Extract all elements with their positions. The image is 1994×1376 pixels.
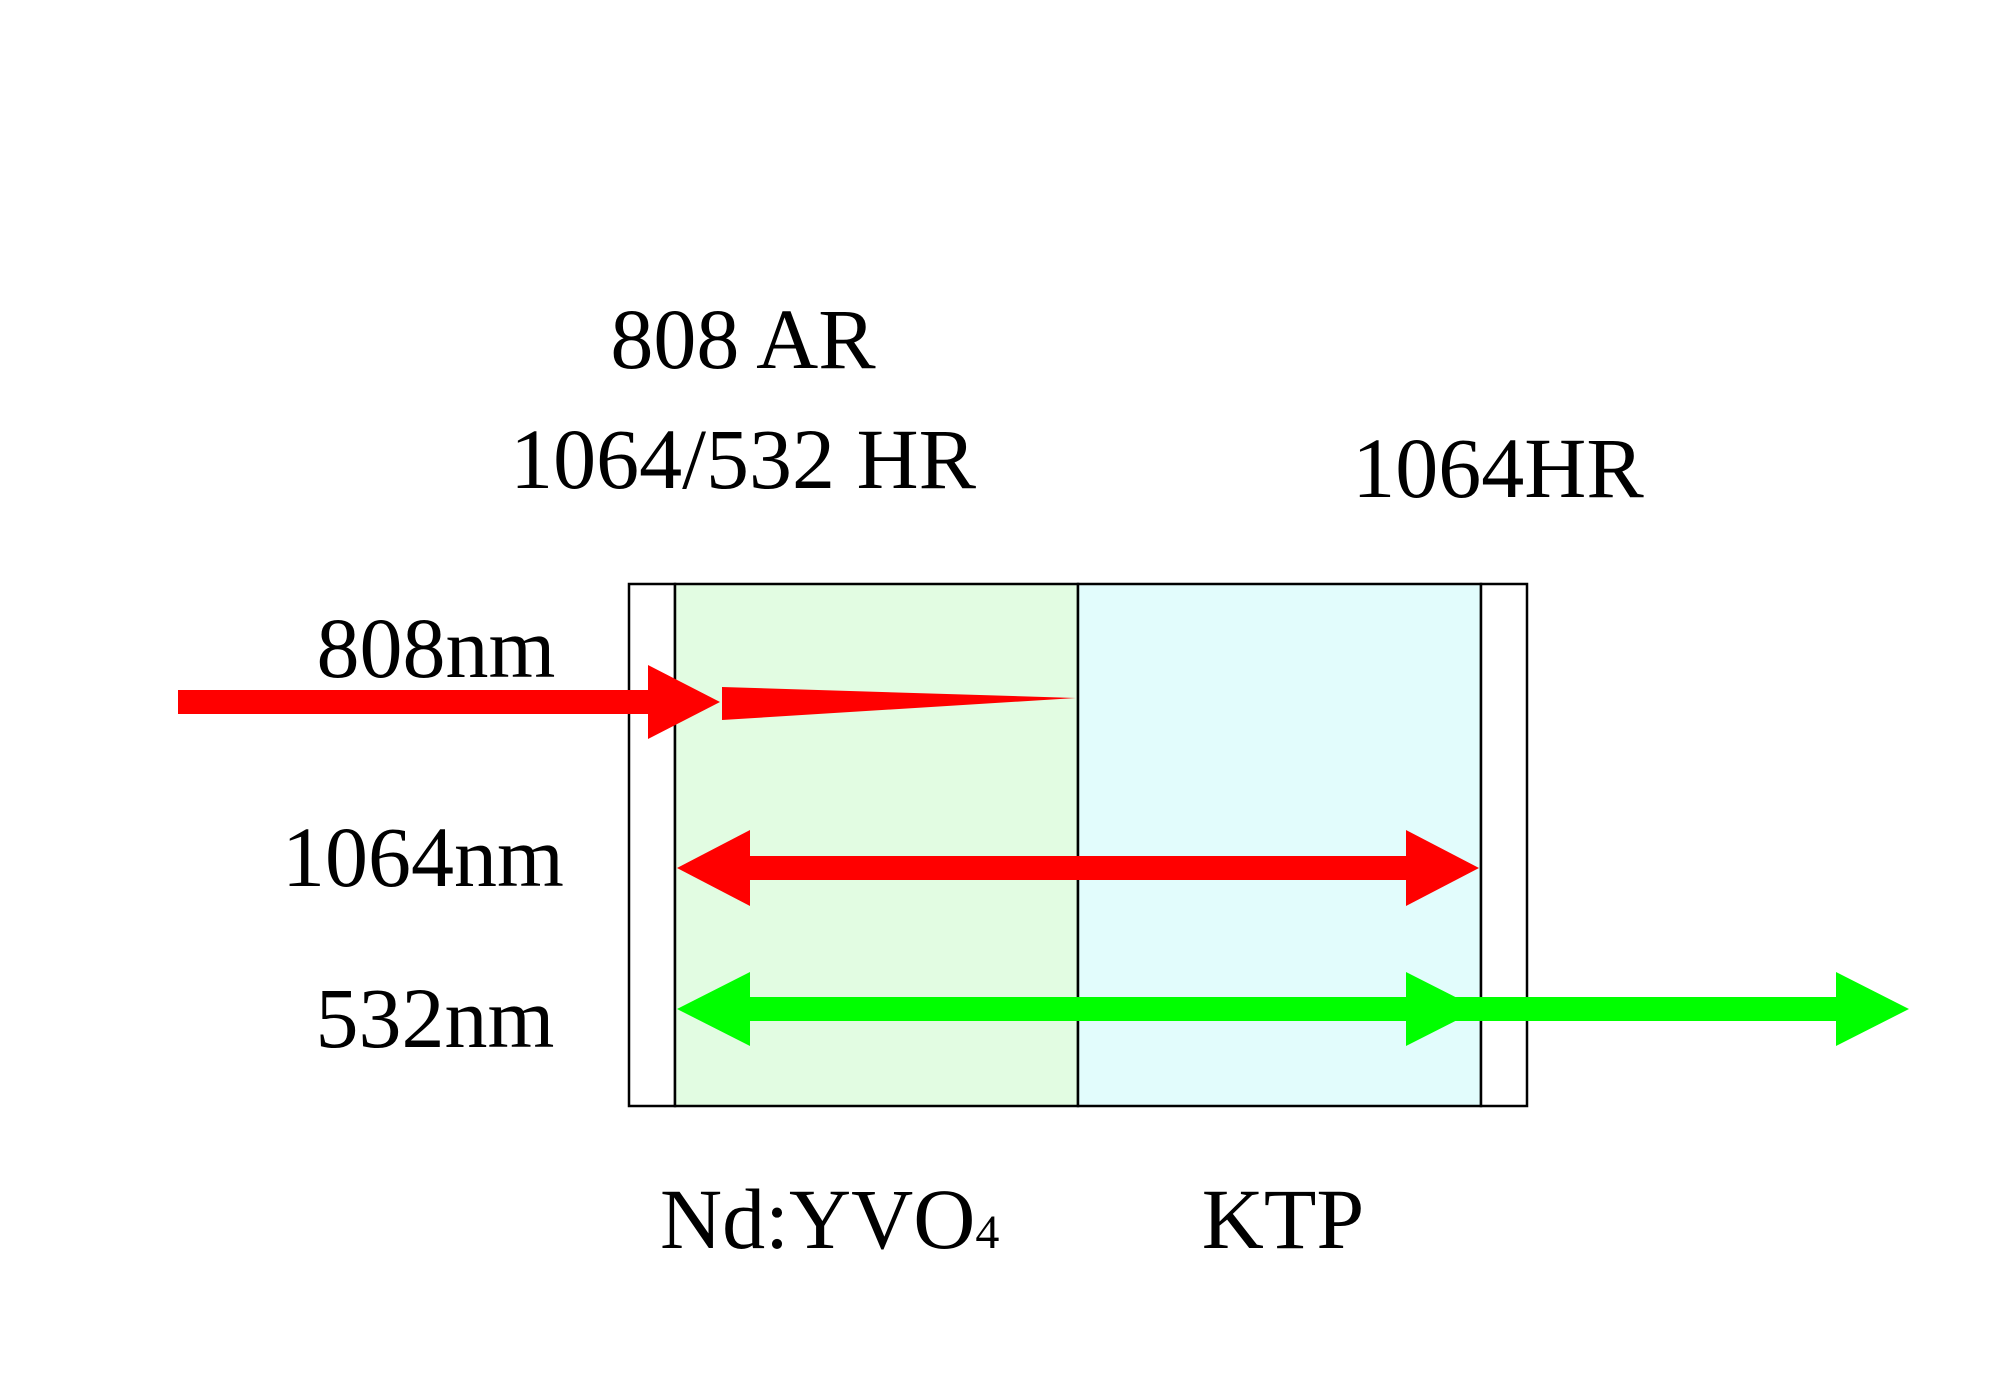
gain-crystal-name: Nd:YVO — [660, 1171, 975, 1267]
second-harmonic-wavelength-label: 532nm — [316, 970, 555, 1066]
fundamental-beam-left-arrowhead — [677, 830, 750, 906]
second-harmonic-left-arrowhead — [677, 972, 750, 1046]
gain-crystal-label: Nd:YVO4 — [660, 1171, 999, 1267]
second-harmonic-inner-arrowhead — [1406, 972, 1479, 1046]
output-coating-label: 1064HR — [1352, 420, 1644, 516]
input-coating-label-line2: 1064/532 HR — [510, 411, 977, 507]
fundamental-beam-shaft — [748, 856, 1408, 880]
input-coating-layer — [627, 582, 677, 1108]
fundamental-beam-right-arrowhead — [1406, 830, 1479, 906]
pump-beam-arrowhead — [648, 665, 720, 739]
pump-wavelength-label: 808nm — [317, 600, 556, 696]
pump-absorption-wedge — [722, 687, 1076, 720]
fundamental-wavelength-label: 1064nm — [282, 809, 564, 905]
doubler-crystal-label: KTP — [1202, 1171, 1364, 1267]
fundamental-beam-arrow — [677, 830, 1479, 906]
second-harmonic-beam-arrow — [677, 972, 1909, 1046]
input-coating-label-line1: 808 AR — [610, 291, 876, 387]
pump-beam-shaft — [178, 690, 650, 714]
output-coating-layer — [1479, 582, 1529, 1108]
gain-crystal-subscript: 4 — [975, 1206, 999, 1259]
second-harmonic-beam-shaft — [748, 997, 1838, 1021]
second-harmonic-output-arrowhead — [1836, 972, 1909, 1046]
